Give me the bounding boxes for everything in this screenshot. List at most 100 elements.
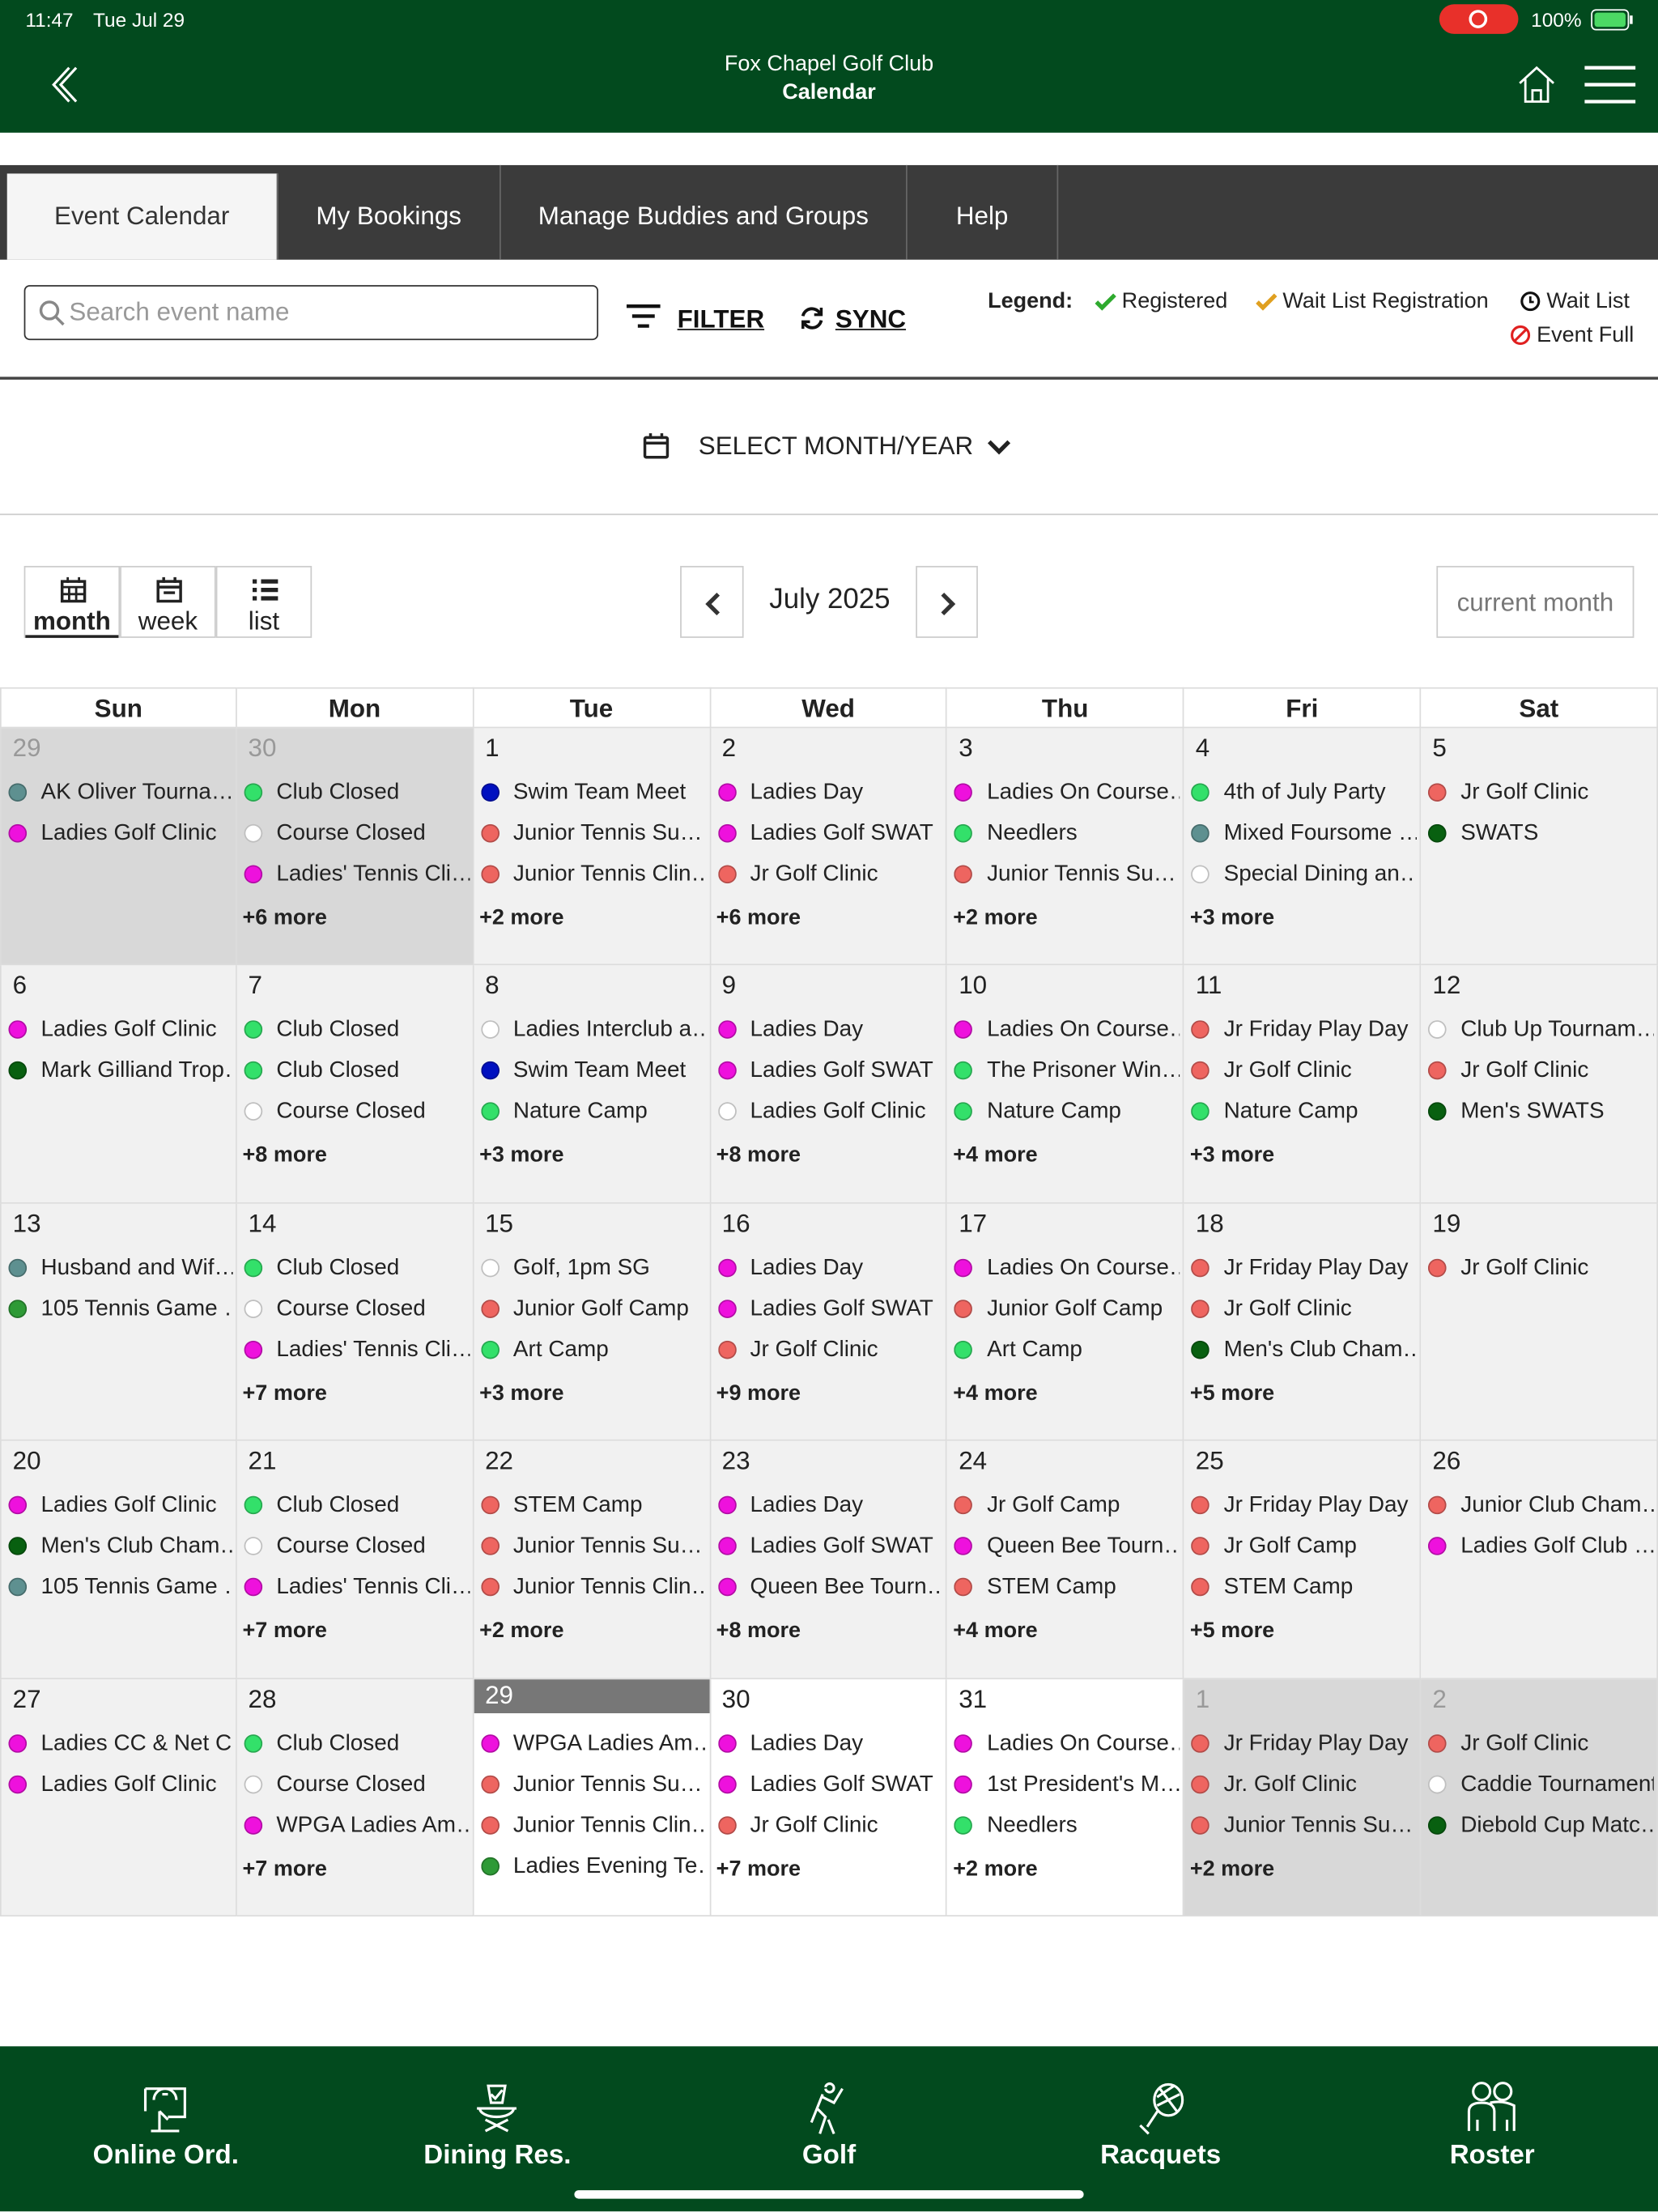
nav-item[interactable]: Online Ord. [0, 2046, 332, 2211]
nav-item[interactable]: Golf [663, 2046, 995, 2211]
event[interactable]: Jr Golf Clinic [1428, 1254, 1654, 1285]
event[interactable]: Club Closed [244, 1057, 470, 1088]
event[interactable]: Jr Friday Play Day [1191, 1492, 1418, 1523]
event[interactable]: Jr Golf Camp [954, 1492, 1180, 1523]
event[interactable]: Special Dining an… [1191, 861, 1417, 891]
event[interactable]: Jr Golf Clinic [1428, 1729, 1654, 1760]
event[interactable]: Club Up Tournam… [1428, 1017, 1654, 1048]
event[interactable]: Jr Friday Play Day [1191, 1254, 1418, 1285]
event[interactable]: Club Closed [244, 1254, 470, 1285]
event[interactable]: Ladies' Tennis Cli… [244, 1336, 470, 1367]
event[interactable]: Mark Gilliand Trop… [8, 1057, 232, 1088]
event[interactable]: 4th of July Party [1191, 779, 1418, 810]
day-cell[interactable]: 7 Club Closed Club Closed Course Closed +8 m… [236, 965, 474, 1204]
event[interactable]: Ladies Golf Clinic [8, 820, 232, 851]
next-month[interactable] [916, 565, 978, 638]
day-cell[interactable]: 22 STEM Camp Junior Tennis Su… Junior Tenni… [474, 1440, 711, 1679]
event[interactable]: Nature Camp [954, 1099, 1180, 1129]
event[interactable]: Husband and Wif… [8, 1254, 232, 1285]
more-link[interactable]: +7 more [242, 1381, 327, 1406]
more-link[interactable]: +3 more [1189, 906, 1275, 930]
more-link[interactable]: +7 more [242, 1857, 327, 1881]
event[interactable]: Art Camp [954, 1336, 1180, 1367]
day-cell[interactable]: 20 Ladies Golf Clinic Men's Club Cham… 105 … [0, 1440, 237, 1679]
day-cell[interactable]: 14 Club Closed Course Closed Ladies' Tennis… [236, 1203, 474, 1441]
more-link[interactable]: +8 more [716, 1143, 801, 1168]
more-link[interactable]: +9 more [716, 1381, 801, 1406]
event[interactable]: Ladies Golf SWAT [717, 1533, 943, 1563]
event[interactable]: Jr Golf Clinic [1191, 1057, 1418, 1088]
more-link[interactable]: +2 more [953, 1857, 1038, 1881]
event[interactable]: WPGA Ladies Am… [480, 1729, 706, 1760]
day-cell[interactable]: 21 Club Closed Course Closed Ladies' Tennis… [236, 1440, 474, 1679]
day-cell[interactable]: 28 Club Closed Course Closed WPGA Ladies Am… [236, 1678, 474, 1916]
event[interactable]: Course Closed [244, 1771, 470, 1802]
day-cell[interactable]: 8 Ladies Interclub a… Swim Team Meet Nature… [474, 965, 711, 1204]
view-button[interactable]: list [215, 565, 312, 638]
event[interactable]: 105 Tennis Game … [8, 1295, 232, 1326]
event[interactable]: Ladies Day [717, 779, 943, 810]
day-cell[interactable]: 24 Jr Golf Camp Queen Bee Tourn… STEM Camp +… [947, 1440, 1184, 1679]
event[interactable]: Men's Club Cham… [8, 1533, 232, 1563]
event[interactable]: Ladies On Course… [954, 779, 1180, 810]
event[interactable]: Jr. Golf Clinic [1191, 1771, 1418, 1802]
more-link[interactable]: +6 more [242, 906, 327, 930]
menu-button[interactable] [1584, 65, 1637, 104]
day-cell[interactable]: 9 Ladies Day Ladies Golf SWAT Ladies Golf C… [710, 965, 948, 1204]
event[interactable]: Jr Friday Play Day [1191, 1017, 1418, 1048]
event[interactable]: Jr Golf Camp [1191, 1533, 1418, 1563]
event[interactable]: Course Closed [244, 1533, 470, 1563]
event[interactable]: Golf, 1pm SG [480, 1254, 707, 1285]
event[interactable]: Art Camp [480, 1336, 707, 1367]
event[interactable]: Ladies Golf Clinic [8, 1771, 232, 1802]
more-link[interactable]: +3 more [479, 1143, 564, 1168]
event[interactable]: STEM Camp [954, 1574, 1180, 1605]
day-cell[interactable]: 19 Jr Golf Clinic [1421, 1203, 1658, 1441]
event[interactable]: Ladies Golf SWAT [717, 1295, 943, 1326]
more-link[interactable]: +5 more [1189, 1381, 1275, 1406]
event[interactable]: Club Closed [244, 1729, 470, 1760]
event[interactable]: Queen Bee Tourn… [954, 1533, 1180, 1563]
event[interactable]: Ladies Day [717, 1729, 943, 1760]
event[interactable]: 105 Tennis Game … [8, 1574, 232, 1605]
tab[interactable]: Event Calendar [6, 173, 278, 260]
event[interactable]: Jr Golf Clinic [717, 1811, 943, 1842]
more-link[interactable]: +3 more [1189, 1143, 1275, 1168]
more-link[interactable]: +2 more [479, 906, 564, 930]
day-cell[interactable]: 4 4th of July Party Mixed Foursome … Specia… [1184, 728, 1422, 966]
day-cell[interactable]: 27 Ladies CC & Net C… Ladies Golf Clinic [0, 1678, 237, 1916]
event[interactable]: Men's Club Cham… [1191, 1336, 1417, 1367]
event[interactable]: Junior Tennis Clin… [480, 861, 706, 891]
event[interactable]: Ladies' Tennis Cli… [244, 1574, 470, 1605]
nav-item[interactable]: Roster [1326, 2046, 1658, 2211]
event[interactable]: Junior Tennis Su… [480, 1533, 707, 1563]
day-cell[interactable]: 1 Swim Team Meet Junior Tennis Su… Junior T… [474, 728, 711, 966]
event[interactable]: Caddie Tournament [1428, 1771, 1654, 1802]
view-button[interactable]: week [120, 565, 216, 638]
event[interactable]: Diebold Cup Matc… [1428, 1811, 1654, 1842]
event[interactable]: Men's SWATS [1428, 1099, 1654, 1129]
event[interactable]: Mixed Foursome … [1191, 820, 1417, 851]
event[interactable]: Ladies Golf SWAT [717, 820, 943, 851]
event[interactable]: Club Closed [244, 1492, 470, 1523]
view-button[interactable]: month [23, 565, 121, 638]
day-cell[interactable]: 17 Ladies On Course… Junior Golf Camp Art C… [947, 1203, 1184, 1441]
more-link[interactable]: +7 more [242, 1619, 327, 1644]
day-cell[interactable]: 13 Husband and Wif… 105 Tennis Game … [0, 1203, 237, 1441]
event[interactable]: Club Closed [244, 779, 470, 810]
event[interactable]: STEM Camp [1191, 1574, 1418, 1605]
event[interactable]: Ladies Golf Club … [1428, 1533, 1654, 1563]
event[interactable]: Needlers [954, 1811, 1180, 1842]
event[interactable]: Ladies Day [717, 1254, 943, 1285]
event[interactable]: Jr Golf Clinic [717, 1336, 943, 1367]
event[interactable]: Ladies Day [717, 1017, 943, 1048]
more-link[interactable]: +8 more [242, 1143, 327, 1168]
event[interactable]: WPGA Ladies Am… [244, 1811, 470, 1842]
event[interactable]: SWATS [1428, 820, 1654, 851]
event[interactable]: Ladies Golf SWAT [717, 1771, 943, 1802]
event[interactable]: Ladies Day [717, 1492, 943, 1523]
day-cell[interactable]: 3 Ladies On Course… Needlers Junior Tennis … [947, 728, 1184, 966]
event[interactable]: Swim Team Meet [480, 779, 707, 810]
nav-item[interactable]: Racquets [995, 2046, 1327, 2211]
more-link[interactable]: +8 more [716, 1619, 801, 1644]
